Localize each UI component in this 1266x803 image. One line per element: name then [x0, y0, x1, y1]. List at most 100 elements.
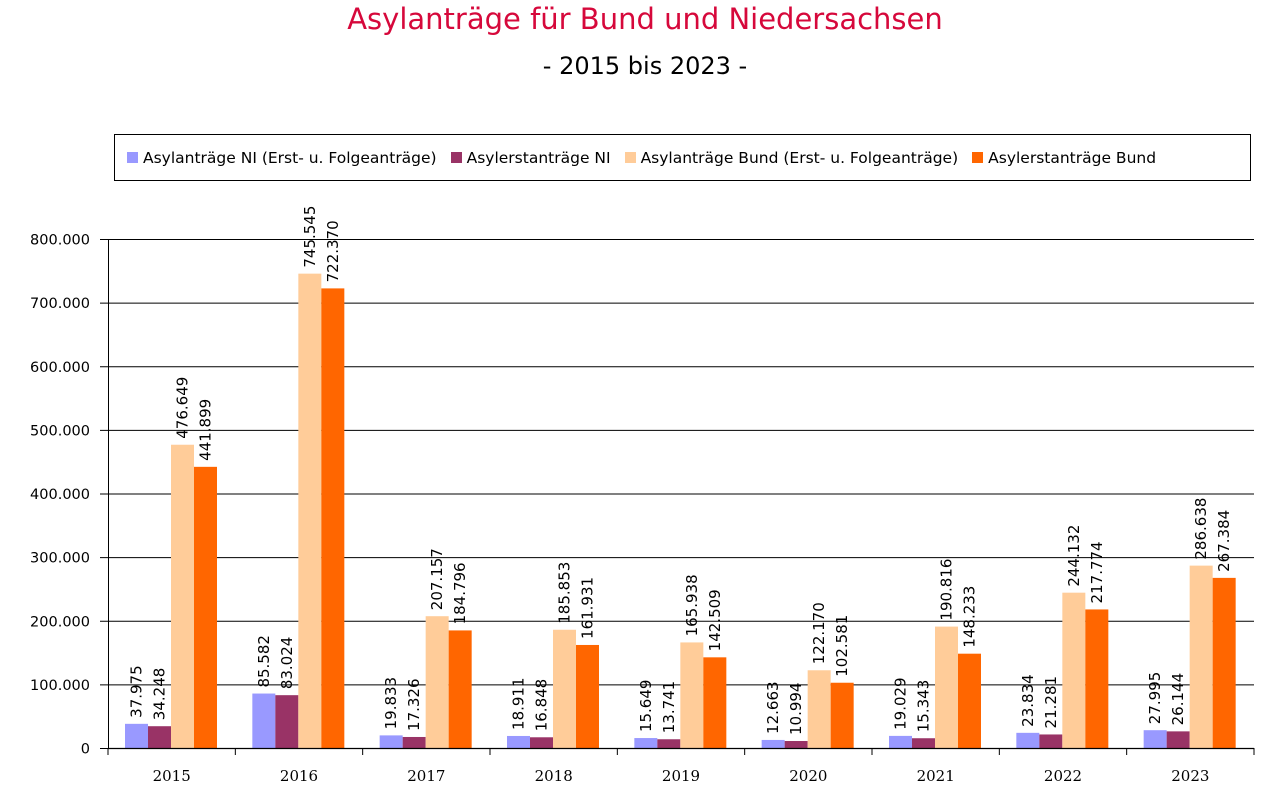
- data-label: 207.157: [428, 548, 446, 610]
- data-label: 27.995: [1146, 672, 1164, 725]
- y-tick-label: 300.000: [30, 551, 90, 567]
- data-label: 23.834: [1019, 674, 1037, 727]
- data-label: 190.816: [938, 559, 956, 621]
- data-label: 184.796: [451, 562, 469, 624]
- data-label: 722.370: [324, 220, 342, 282]
- bar: [1085, 609, 1109, 748]
- x-tick-label: 2019: [662, 767, 700, 785]
- bar: [1212, 577, 1236, 748]
- data-label: 142.509: [706, 589, 724, 651]
- data-label: 85.582: [255, 635, 273, 688]
- data-label: 286.638: [1192, 498, 1210, 560]
- data-label: 17.326: [405, 678, 423, 731]
- legend-swatch: [450, 152, 462, 163]
- x-tick-label: 2017: [407, 767, 445, 785]
- x-tick-label: 2023: [1171, 767, 1209, 785]
- bar: [680, 642, 704, 748]
- data-label: 13.741: [660, 681, 678, 734]
- bar: [784, 741, 808, 748]
- bar: [194, 466, 217, 748]
- bar: [1189, 565, 1213, 748]
- data-label: 267.384: [1215, 510, 1233, 572]
- chart-title: Asylanträge für Bund und Niedersachsen: [347, 2, 943, 36]
- bar: [912, 738, 935, 748]
- x-tick-label: 2022: [1044, 767, 1082, 785]
- bar: [889, 735, 912, 748]
- bar: [1062, 592, 1086, 748]
- bar: [807, 670, 831, 748]
- bar: [935, 626, 958, 748]
- data-label: 244.132: [1065, 525, 1083, 587]
- chart-subtitle: - 2015 bis 2023 -: [542, 52, 748, 80]
- y-tick-label: 600.000: [30, 360, 90, 376]
- data-label: 37.975: [128, 665, 146, 718]
- bar: [703, 657, 727, 748]
- y-tick-label: 800.000: [30, 233, 90, 249]
- data-label: 34.248: [151, 668, 169, 721]
- bar: [321, 288, 345, 748]
- bar: [252, 693, 276, 748]
- bar: [576, 644, 599, 748]
- legend-swatch: [127, 152, 138, 163]
- legend-label: Asylerstanträge Bund: [988, 148, 1157, 167]
- bar: [448, 630, 472, 748]
- bar: [148, 726, 171, 748]
- x-tick-label: 2018: [535, 767, 573, 785]
- y-tick-label: 700.000: [30, 296, 90, 312]
- legend-swatch: [624, 152, 636, 163]
- bar: [1016, 732, 1040, 748]
- y-tick-label: 400.000: [30, 487, 90, 503]
- data-label: 18.911: [510, 677, 528, 730]
- data-label: 19.029: [892, 677, 910, 730]
- bar: [1143, 730, 1167, 748]
- x-tick-label: 2021: [917, 767, 955, 785]
- bar: [125, 723, 148, 748]
- y-tick-label: 200.000: [30, 614, 90, 630]
- bar: [1039, 734, 1063, 748]
- bar: [379, 735, 403, 748]
- bar: [830, 682, 854, 748]
- data-label: 185.853: [556, 562, 574, 624]
- bar: [171, 444, 194, 748]
- data-label: 165.938: [683, 574, 701, 636]
- x-tick-label: 2020: [789, 767, 827, 785]
- legend-item: Asylanträge Bund (Erst- u. Folgeanträge): [624, 148, 959, 167]
- data-label: 21.281: [1042, 676, 1060, 729]
- data-label: 217.774: [1088, 541, 1106, 603]
- data-label: 102.581: [833, 615, 851, 677]
- legend: Asylanträge NI (Erst- u. Folgeanträge) A…: [114, 134, 1251, 181]
- data-label: 83.024: [278, 637, 296, 690]
- bar: [958, 653, 981, 748]
- data-label: 745.545: [301, 206, 319, 268]
- data-label: 122.170: [810, 602, 828, 664]
- data-label: 16.848: [533, 679, 551, 732]
- data-label: 26.144: [1169, 673, 1187, 726]
- y-tick-label: 0: [81, 742, 90, 758]
- legend-swatch: [972, 152, 984, 163]
- data-label: 12.663: [764, 681, 782, 734]
- legend-label: Asylanträge NI (Erst- u. Folgeanträge): [143, 148, 437, 167]
- bar: [530, 737, 553, 748]
- bar: [634, 738, 658, 748]
- data-label: 19.833: [382, 677, 400, 730]
- y-tick-label: 100.000: [30, 678, 90, 694]
- bar: [425, 616, 449, 748]
- legend-item: Asylerstanträge NI: [450, 148, 611, 167]
- data-labels: 37.975 34.248 476.649 441.899 85.582 83.024 74…: [128, 206, 1234, 735]
- axes: 0 100.000 200.000 300.000 400.000 500.000 600.…: [30, 233, 1255, 785]
- bar: [402, 736, 426, 748]
- data-label: 15.649: [637, 680, 655, 733]
- bar: [761, 739, 785, 748]
- x-tick-label: 2016: [280, 767, 318, 785]
- bar: [298, 273, 322, 748]
- data-label: 161.931: [579, 577, 597, 639]
- data-label: 10.994: [787, 683, 805, 736]
- bar: [1166, 731, 1190, 748]
- bar: [507, 735, 530, 748]
- legend-label: Asylerstanträge NI: [466, 148, 611, 167]
- data-label: 476.649: [174, 377, 192, 439]
- legend-label: Asylanträge Bund (Erst- u. Folgeanträge): [640, 148, 959, 167]
- bars: [125, 273, 1236, 748]
- bar: [275, 695, 299, 748]
- data-label: 15.343: [915, 680, 933, 733]
